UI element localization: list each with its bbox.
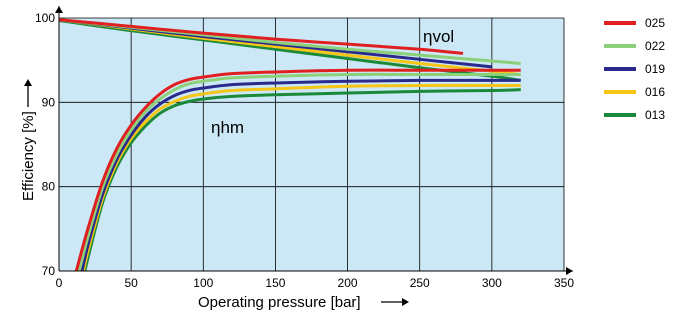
- y-axis-title-arrow: [24, 79, 32, 107]
- hydromechanical-curve-022: [77, 72, 521, 271]
- y-axis-title: Efficiency [%]: [20, 111, 37, 201]
- x-tick-labels: 0 50 100 150 200 250 300 350: [56, 276, 575, 290]
- y-tick-label-90: 90: [42, 95, 56, 109]
- volumetric-curve-025: [59, 18, 464, 55]
- x-tick-label-100: 100: [193, 276, 213, 290]
- legend-label-016: 016: [645, 85, 665, 99]
- hydromechanical-curve-013: [83, 88, 521, 271]
- annotation-hydromechanical: ηhm: [211, 118, 244, 137]
- x-tick-label-150: 150: [265, 276, 285, 290]
- x-tick-label-0: 0: [56, 276, 63, 290]
- x-tick-label-250: 250: [410, 276, 430, 290]
- curves: [59, 18, 521, 271]
- axes: [55, 6, 573, 275]
- x-tick-label-200: 200: [338, 276, 358, 290]
- x-axis-arrowhead: [566, 267, 573, 275]
- x-axis-title-arrow: [381, 298, 409, 306]
- legend-label-013: 013: [645, 108, 665, 122]
- y-tick-labels: 70 80 90 100: [35, 11, 55, 278]
- legend-label-025: 025: [645, 16, 665, 30]
- annotation-volumetric: ηvol: [423, 27, 454, 46]
- x-tick-label-350: 350: [554, 276, 574, 290]
- y-axis-arrowhead: [55, 6, 63, 13]
- legend-label-022: 022: [645, 39, 665, 53]
- legend: 025 022 019 016 013: [604, 16, 665, 122]
- hydromechanical-curve-025: [74, 68, 521, 271]
- hydromechanical-curve-019: [80, 78, 521, 271]
- y-tick-label-100: 100: [35, 11, 55, 25]
- x-tick-label-50: 50: [124, 276, 138, 290]
- x-axis-title: Operating pressure [bar]: [198, 294, 361, 311]
- plot-background: [59, 18, 564, 271]
- legend-label-019: 019: [645, 62, 665, 76]
- y-tick-label-80: 80: [42, 180, 56, 194]
- x-tick-label-300: 300: [482, 276, 502, 290]
- y-tick-label-70: 70: [42, 264, 56, 278]
